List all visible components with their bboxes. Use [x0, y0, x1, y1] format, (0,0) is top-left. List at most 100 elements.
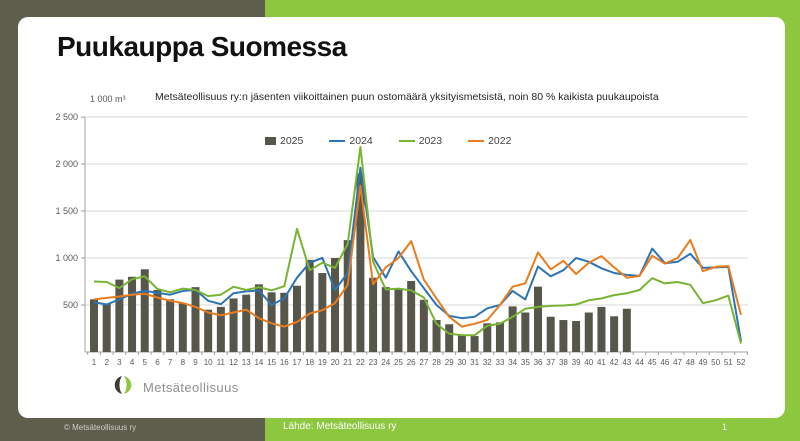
- bar-week-34: [508, 306, 517, 352]
- y-tick-label: 1 000: [55, 253, 78, 263]
- legend-item-2023: 2023: [398, 135, 443, 147]
- bar-week-36: [534, 286, 543, 352]
- x-tick-label: 48: [686, 358, 695, 367]
- line-2024: [93, 166, 742, 342]
- x-tick-label: 22: [356, 358, 365, 367]
- x-tick-label: 43: [622, 358, 631, 367]
- x-tick-label: 29: [445, 358, 454, 367]
- footer-copyright: © Metsäteollisuus ry: [64, 423, 137, 432]
- bar-week-25: [394, 289, 403, 352]
- bar-week-43: [622, 308, 631, 352]
- x-tick-label: 3: [117, 358, 122, 367]
- x-tick-label: 33: [496, 358, 505, 367]
- legend-swatch-2022: [468, 139, 485, 143]
- company-logo-text: Metsäteollisuus: [143, 380, 239, 395]
- x-tick-label: 51: [724, 358, 733, 367]
- x-tick-label: 37: [546, 358, 555, 367]
- chart-legend: 2025 2024 2023 2022: [265, 135, 511, 147]
- x-tick-label: 30: [457, 358, 466, 367]
- x-tick-label: 4: [130, 358, 135, 367]
- page-number: 1: [722, 422, 728, 432]
- bar-week-10: [204, 309, 213, 352]
- legend-label-2025: 2025: [280, 135, 304, 147]
- x-tick-label: 25: [394, 358, 403, 367]
- bar-week-12: [229, 298, 238, 352]
- bar-week-4: [128, 276, 137, 352]
- bar-week-41: [597, 306, 606, 352]
- bar-week-26: [407, 281, 416, 352]
- x-tick-label: 46: [660, 358, 669, 367]
- bar-week-15: [267, 292, 276, 352]
- legend-item-2024: 2024: [329, 135, 373, 147]
- x-tick-label: 27: [419, 358, 428, 367]
- bar-week-38: [559, 320, 568, 352]
- bar-week-19: [318, 273, 327, 352]
- x-tick-label: 44: [635, 358, 644, 367]
- x-tick-label: 41: [597, 358, 606, 367]
- legend-label-2023: 2023: [418, 135, 443, 147]
- bar-week-40: [584, 312, 593, 352]
- bar-week-13: [242, 294, 251, 352]
- x-tick-label: 52: [737, 358, 746, 367]
- bar-week-2: [102, 304, 111, 352]
- x-tick-label: 47: [673, 358, 682, 367]
- slide-card: Puukauppa Suomessa Metsäteollisuus ry:n …: [18, 17, 785, 418]
- bar-week-35: [521, 312, 530, 352]
- x-tick-label: 31: [470, 358, 479, 367]
- x-tick-label: 21: [343, 358, 352, 367]
- bar-week-8: [178, 303, 187, 352]
- x-tick-label: 23: [369, 358, 378, 367]
- legend-item-2022: 2022: [468, 135, 511, 147]
- bar-week-17: [292, 285, 301, 352]
- x-tick-label: 49: [698, 358, 707, 367]
- x-tick-label: 36: [534, 358, 543, 367]
- legend-item-2025: 2025: [265, 135, 303, 147]
- x-tick-label: 1: [92, 358, 97, 367]
- x-tick-label: 14: [254, 358, 263, 367]
- bar-week-9: [191, 287, 200, 352]
- bar-week-3: [115, 279, 124, 352]
- x-tick-label: 20: [331, 358, 340, 367]
- bar-week-32: [483, 323, 492, 352]
- x-tick-label: 19: [318, 358, 327, 367]
- bar-week-16: [280, 292, 289, 352]
- bar-week-33: [495, 322, 504, 352]
- x-tick-label: 13: [242, 358, 251, 367]
- x-tick-label: 10: [204, 358, 213, 367]
- bar-week-37: [546, 316, 555, 352]
- legend-label-2024: 2024: [349, 135, 373, 147]
- bar-week-11: [216, 306, 225, 352]
- x-tick-label: 11: [217, 358, 226, 367]
- y-tick-label: 2 500: [55, 112, 78, 122]
- bar-week-18: [305, 259, 314, 352]
- metsateollisuus-logo-icon: [112, 374, 134, 401]
- bar-week-42: [610, 316, 619, 352]
- legend-swatch-2024: [329, 139, 346, 143]
- x-tick-label: 50: [711, 358, 720, 367]
- legend-swatch-2025: [265, 137, 276, 145]
- bar-week-22: [356, 173, 365, 352]
- bar-week-28: [432, 320, 441, 352]
- x-tick-label: 24: [381, 358, 390, 367]
- bar-week-20: [331, 258, 340, 352]
- x-tick-label: 7: [168, 358, 173, 367]
- x-tick-label: 32: [483, 358, 492, 367]
- bar-week-1: [90, 299, 98, 352]
- x-tick-label: 35: [521, 358, 530, 367]
- bar-week-30: [457, 335, 466, 352]
- x-tick-label: 42: [610, 358, 619, 367]
- legend-label-2022: 2022: [488, 135, 512, 147]
- x-tick-label: 17: [293, 358, 302, 367]
- x-tick-label: 28: [432, 358, 441, 367]
- x-tick-label: 34: [508, 358, 517, 367]
- y-tick-label: 2 000: [55, 159, 78, 169]
- bar-week-27: [419, 299, 428, 352]
- bar-week-23: [369, 277, 378, 352]
- y-axis-unit-label: 1 000 m³: [90, 94, 126, 104]
- x-tick-label: 38: [559, 358, 568, 367]
- x-tick-label: 40: [584, 358, 593, 367]
- line-2023: [93, 146, 742, 344]
- x-tick-label: 45: [648, 358, 657, 367]
- bar-week-6: [153, 289, 162, 352]
